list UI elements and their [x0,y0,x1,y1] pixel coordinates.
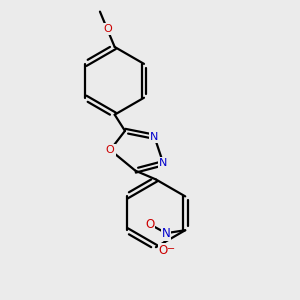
Text: O: O [103,24,112,34]
Text: O: O [145,218,154,231]
Text: N: N [150,132,159,142]
Text: N: N [159,158,167,168]
Text: N: N [162,227,170,240]
Text: −: − [167,244,175,254]
Text: O: O [158,244,168,257]
Text: O: O [106,145,115,155]
